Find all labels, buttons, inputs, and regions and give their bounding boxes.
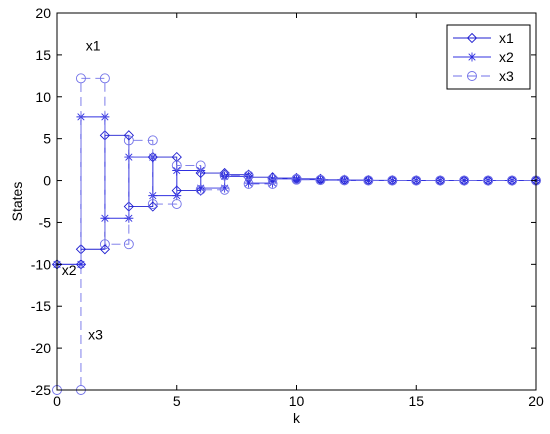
data-point-x3: [147, 135, 158, 146]
legend-marker-x3: [467, 71, 477, 81]
data-point-x3: [435, 175, 446, 186]
y-tick-label: -25: [31, 382, 51, 398]
data-point-x3: [339, 175, 350, 186]
y-tick-label: -15: [31, 298, 51, 314]
data-point-x2: [76, 259, 86, 269]
data-point-x2: [220, 183, 230, 193]
data-point-x3: [243, 170, 254, 181]
data-point-x1: [195, 185, 206, 196]
y-tick-label: -10: [31, 256, 51, 272]
y-tick-label: 10: [35, 89, 51, 105]
data-point-x3: [507, 175, 517, 186]
x-tick-label: 15: [408, 393, 424, 409]
legend-marker-x1: [466, 32, 478, 44]
data-point-x3: [483, 175, 494, 186]
data-point-x3: [387, 175, 398, 186]
data-point-x3: [99, 73, 110, 84]
legend: x1 x2 x3: [446, 24, 531, 90]
series-x2: [52, 112, 541, 269]
legend-label-x3: x3: [499, 68, 514, 84]
series-x1: [51, 130, 542, 270]
data-point-x2: [459, 176, 469, 186]
series-line-x3: [57, 77, 536, 391]
data-point-x3: [171, 199, 182, 209]
data-point-x3: [363, 175, 374, 186]
data-point-x3: [219, 184, 230, 195]
data-point-x3: [459, 175, 470, 186]
x-axis-label: k: [293, 410, 301, 426]
data-point-x2: [268, 174, 278, 184]
annotation-x3: x3: [88, 327, 103, 343]
data-point-x2: [100, 213, 110, 223]
data-point-x3: [171, 160, 182, 171]
data-point-x3: [243, 178, 254, 189]
data-point-x2: [196, 183, 206, 193]
y-axis-label: States: [9, 182, 25, 222]
data-point-x1: [171, 151, 182, 163]
x-tick-label: 0: [53, 393, 61, 409]
data-point-x3: [267, 178, 278, 189]
y-tick-label: -20: [31, 340, 51, 356]
y-tick-label: -5: [39, 214, 52, 230]
data-point-x2: [292, 175, 301, 185]
data-point-x3: [267, 173, 278, 184]
x-tick-label: 10: [289, 393, 305, 409]
annotations: x1 x2 x3: [62, 38, 103, 343]
legend-label-x2: x2: [499, 49, 514, 65]
data-point-x2: [244, 178, 254, 188]
data-point-x1: [123, 130, 134, 141]
data-point-x3: [123, 239, 134, 250]
y-tick-label: 15: [35, 47, 51, 63]
data-point-x3: [75, 73, 86, 84]
legend-label-x1: x1: [499, 30, 514, 46]
plot-area: [51, 73, 542, 395]
data-point-x3: [291, 174, 302, 185]
y-tick-label: 5: [43, 131, 51, 147]
y-tick-label: 20: [35, 5, 51, 21]
annotation-x2: x2: [62, 262, 77, 278]
data-point-x3: [195, 184, 206, 195]
axis-ticks: 0 5 10 15 20 -25 -20 -15 -10 -5 0 5 10 15 20: [31, 5, 544, 409]
series-x3: [52, 73, 541, 395]
data-point-x1: [147, 201, 158, 212]
data-point-x3: [195, 160, 206, 171]
legend-marker-x2: [467, 52, 477, 62]
data-point-x3: [219, 170, 230, 181]
y-tick-label: 0: [43, 173, 51, 189]
x-tick-label: 5: [173, 393, 181, 409]
data-point-x3: [147, 199, 158, 209]
data-point-x3: [315, 175, 326, 186]
annotation-x1: x1: [86, 38, 101, 54]
x-tick-label: 20: [528, 393, 544, 409]
data-point-x3: [123, 135, 134, 146]
data-point-x3: [411, 175, 422, 186]
data-point-x2: [363, 175, 373, 185]
data-point-x3: [99, 239, 110, 250]
